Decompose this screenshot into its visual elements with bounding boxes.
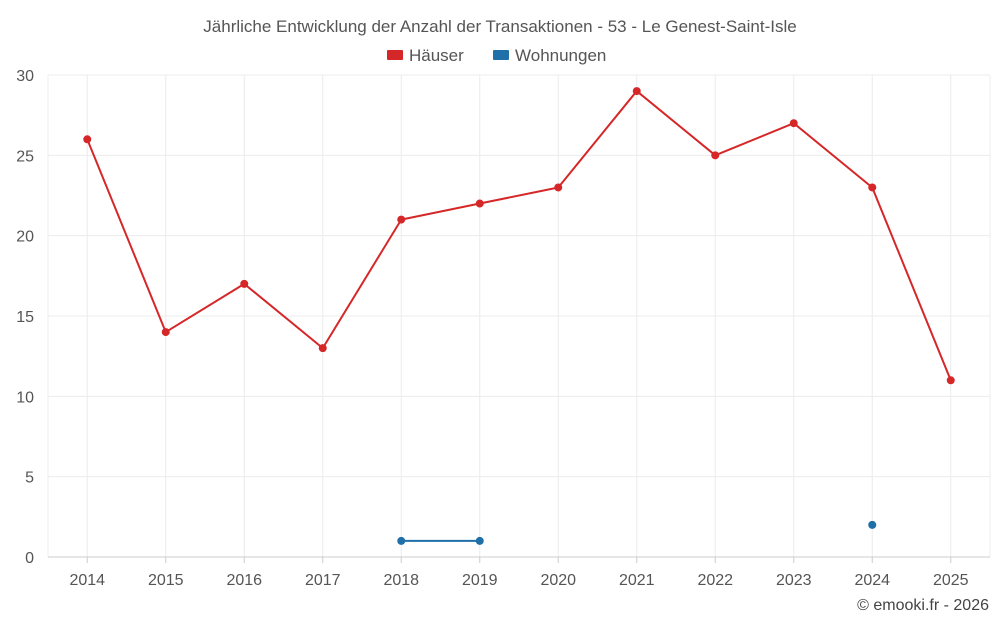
- data-point-haeuser: [946, 376, 955, 385]
- x-tick-label: 2014: [69, 572, 105, 589]
- series-layer: [83, 87, 955, 545]
- legend-item-wohnungen[interactable]: Wohnungen: [493, 46, 606, 65]
- x-tick-label: 2021: [619, 572, 655, 589]
- x-tick-label: 2019: [462, 572, 498, 589]
- y-tick-label: 25: [16, 148, 34, 165]
- grid-layer: [47, 74, 991, 557]
- series-wohnungen: [397, 520, 877, 545]
- data-point-haeuser: [554, 183, 563, 192]
- data-point-haeuser: [711, 151, 720, 160]
- legend[interactable]: Häuser Wohnungen: [387, 46, 606, 65]
- series-haeuser: [83, 87, 955, 385]
- credit-text: © emooki.fr - 2026: [857, 597, 989, 614]
- x-tick-label: 2016: [226, 572, 262, 589]
- data-point-haeuser: [318, 344, 327, 353]
- x-tick-label: 2023: [776, 572, 812, 589]
- data-point-wohnungen: [397, 536, 406, 545]
- series-line-haeuser: [86, 90, 952, 381]
- data-point-haeuser: [161, 328, 170, 337]
- data-point-haeuser: [632, 87, 641, 96]
- y-tick-label: 5: [25, 470, 34, 487]
- data-point-haeuser: [868, 183, 877, 192]
- y-tick-label: 30: [16, 68, 34, 85]
- chart-title: Jährliche Entwicklung der Anzahl der Tra…: [203, 17, 796, 36]
- data-point-haeuser: [475, 199, 484, 208]
- data-point-wohnungen: [475, 536, 484, 545]
- y-tick-label: 20: [16, 229, 34, 246]
- x-tick-label: 2018: [383, 572, 419, 589]
- y-tick-label: 15: [16, 309, 34, 326]
- legend-label-wohnungen: Wohnungen: [515, 46, 606, 65]
- x-tick-label: 2015: [148, 572, 184, 589]
- y-tick-label: 0: [25, 550, 34, 567]
- legend-label-haeuser: Häuser: [409, 46, 464, 65]
- data-point-haeuser: [397, 215, 406, 224]
- x-tick-label: 2020: [540, 572, 576, 589]
- legend-swatch-haeuser: [387, 50, 403, 60]
- x-tick-label: 2022: [697, 572, 733, 589]
- x-tick-label: 2025: [933, 572, 969, 589]
- data-point-wohnungen: [868, 520, 877, 529]
- legend-swatch-wohnungen: [493, 50, 509, 60]
- data-point-haeuser: [83, 135, 92, 144]
- legend-item-haeuser[interactable]: Häuser: [387, 46, 464, 65]
- y-tick-label: 10: [16, 389, 34, 406]
- data-point-haeuser: [240, 279, 249, 288]
- data-point-haeuser: [789, 119, 798, 128]
- x-tick-label: 2017: [305, 572, 341, 589]
- x-tick-label: 2024: [854, 572, 890, 589]
